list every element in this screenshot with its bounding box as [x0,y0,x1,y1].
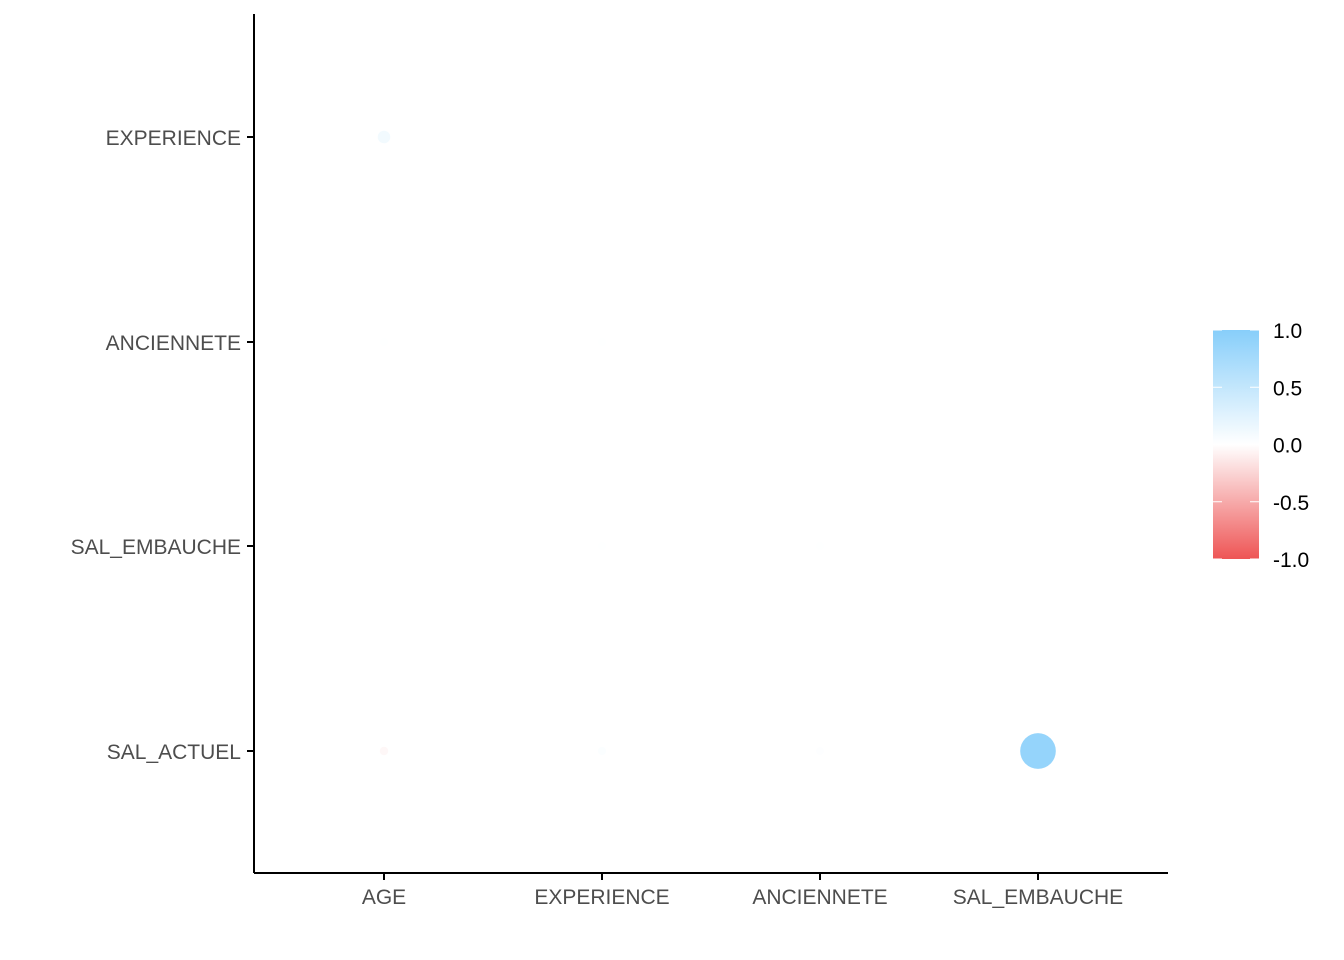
bubbles [377,130,1056,769]
y-tick-label-anciennete: ANCIENNETE [106,332,241,355]
y-ticks: EXPERIENCE ANCIENNETE SAL_EMBAUCHE SAL_ACTU… [71,127,254,764]
bubble-age-sal-actuel [379,746,389,756]
y-tick-label-experience: EXPERIENCE [106,127,241,150]
bubble-sal-embauche-sal-actuel [1020,733,1056,769]
bubble-experience-anciennete [598,338,606,346]
bubble-anciennete-sal-actuel [816,747,824,755]
bubble-age-sal-embauche [380,542,388,550]
legend-ticks: 1.0 0.5 0.0 -0.5 -1.0 [1213,320,1309,572]
legend-tick-label: 1.0 [1273,320,1302,343]
legend-tick-label: -0.5 [1273,492,1309,515]
x-ticks: AGE EXPERIENCE ANCIENNETE SAL_EMBAUCHE [362,873,1123,909]
y-tick-label-sal-actuel: SAL_ACTUEL [107,741,241,764]
x-tick-label-experience: EXPERIENCE [534,886,669,909]
y-tick-label-sal-embauche: SAL_EMBAUCHE [71,536,241,559]
bubble-experience-sal-actuel [598,747,606,755]
x-tick-label-anciennete: ANCIENNETE [752,886,887,909]
x-tick-label-sal-embauche: SAL_EMBAUCHE [953,886,1123,909]
bubble-age-experience [377,130,391,144]
bubble-anciennete-sal-embauche [816,542,824,550]
color-legend: 1.0 0.5 0.0 -0.5 -1.0 [1213,320,1309,572]
legend-tick-label: 0.0 [1273,435,1302,458]
legend-tick-label: -1.0 [1273,549,1309,572]
axes [253,14,1168,874]
x-tick-label-age: AGE [362,886,406,909]
bubble-age-anciennete [380,338,388,346]
bubble-experience-sal-embauche [598,542,606,550]
legend-tick-label: 0.5 [1273,377,1302,400]
